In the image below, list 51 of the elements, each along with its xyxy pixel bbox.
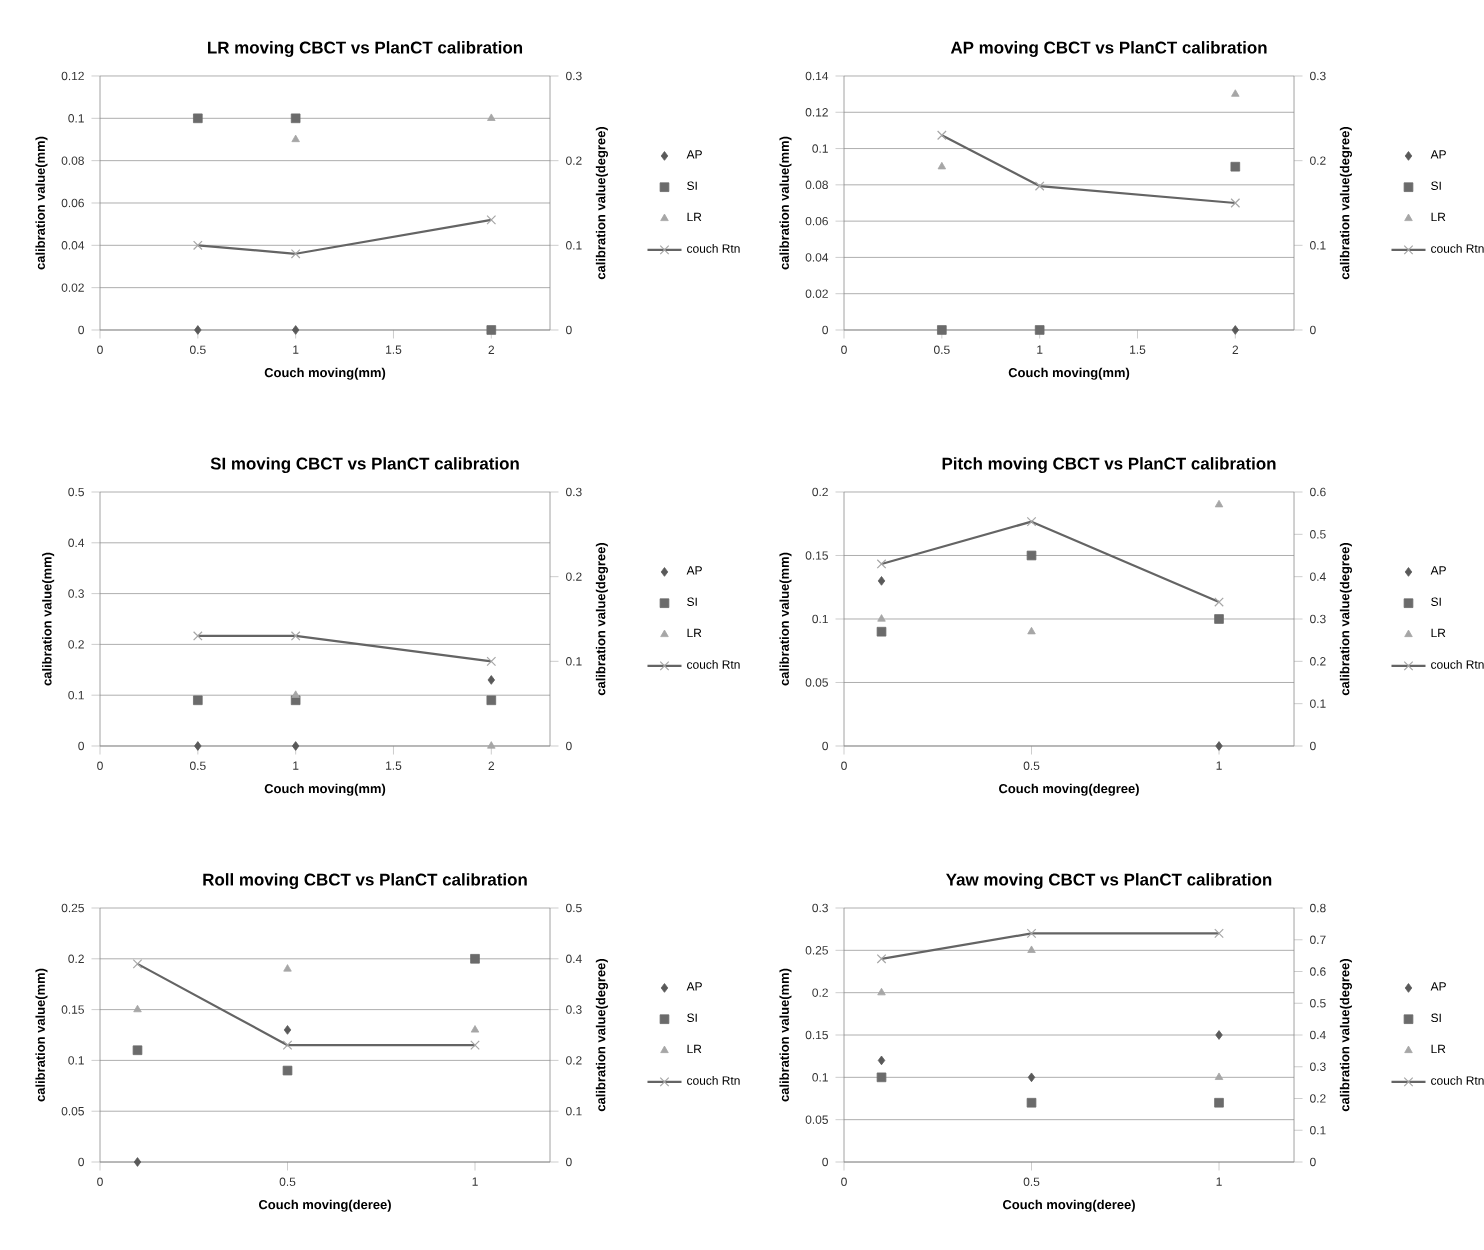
point	[1231, 325, 1239, 335]
point	[937, 161, 947, 170]
point	[282, 1065, 293, 1076]
point	[283, 1025, 292, 1035]
point	[876, 626, 887, 637]
point	[1214, 1097, 1224, 1108]
point	[283, 964, 292, 972]
chart-title: LR moving CBCT vs PlanCT calibration	[208, 41, 523, 57]
point	[877, 576, 886, 586]
point	[1230, 161, 1241, 172]
point	[1231, 89, 1240, 97]
point	[291, 134, 300, 143]
point	[290, 113, 301, 124]
point	[1214, 1072, 1224, 1080]
point	[877, 987, 886, 996]
point	[1027, 945, 1036, 953]
chart-title: AP moving CBCT vs PlanCT calibration	[950, 41, 1267, 57]
point	[194, 741, 202, 751]
point	[470, 1025, 480, 1033]
point	[291, 325, 300, 335]
point	[937, 325, 947, 335]
chart-title: SI moving CBCT vs PlanCT calibration	[210, 457, 519, 474]
point	[133, 1157, 142, 1167]
point	[877, 614, 886, 622]
chart-title: Pitch moving CBCT vs PlanCT calibration	[942, 457, 1276, 473]
point	[1214, 499, 1224, 508]
point	[132, 1045, 143, 1056]
point	[487, 113, 496, 121]
chart-title: Roll moving CBCT vs PlanCT calibration	[203, 873, 527, 890]
point	[1027, 1072, 1036, 1083]
point	[291, 690, 300, 698]
point	[1215, 1030, 1223, 1040]
point	[486, 695, 497, 706]
point	[1026, 1097, 1037, 1108]
point	[487, 741, 496, 749]
chart-title: Yaw moving CBCT vs PlanCT calibration	[946, 873, 1272, 890]
point	[470, 954, 480, 964]
point	[1026, 550, 1037, 561]
point	[876, 1072, 887, 1083]
point	[1214, 614, 1224, 624]
point	[193, 695, 203, 706]
point	[1034, 325, 1045, 335]
point	[194, 325, 202, 335]
point	[486, 325, 497, 335]
point	[1027, 626, 1036, 635]
point	[133, 1004, 142, 1013]
point	[1215, 741, 1223, 751]
point	[487, 675, 495, 685]
point	[291, 741, 300, 751]
point	[877, 1055, 886, 1066]
point	[193, 113, 203, 124]
